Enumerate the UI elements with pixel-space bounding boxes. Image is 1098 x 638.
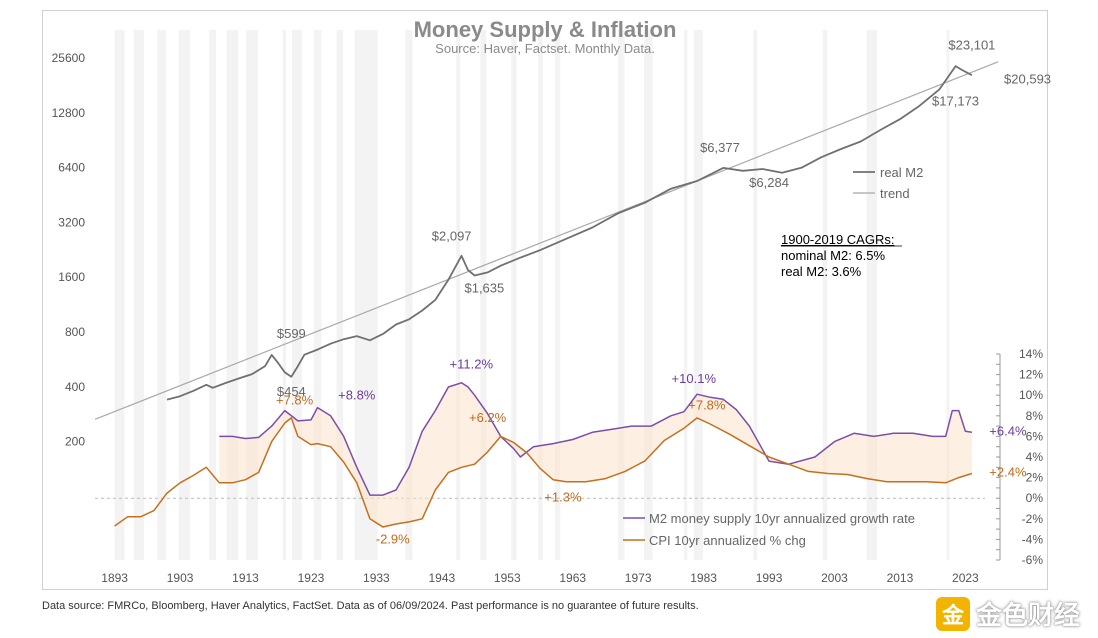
- legend-label-trend: trend: [880, 186, 910, 201]
- x-axis-tick: 1933: [363, 571, 390, 585]
- recession-band: [282, 30, 287, 560]
- right-axis-tick: 4%: [1026, 450, 1044, 464]
- recession-band: [208, 30, 217, 560]
- x-axis-tick: 1943: [428, 571, 455, 585]
- x-axis-tick: 1963: [559, 571, 586, 585]
- data-label: +10.1%: [672, 371, 717, 386]
- right-axis-tick: -4%: [1022, 532, 1044, 546]
- right-axis-tick: 12%: [1019, 368, 1043, 382]
- x-axis-tick: 2023: [952, 571, 979, 585]
- recession-band: [226, 30, 239, 560]
- data-label: +11.2%: [450, 356, 494, 371]
- recession-band: [538, 30, 543, 560]
- trend-line: [94, 61, 999, 420]
- legend-label-real-m2: real M2: [880, 165, 923, 180]
- recession-band: [291, 30, 302, 560]
- cpi-line: [114, 417, 973, 528]
- x-axis-tick: 1923: [298, 571, 325, 585]
- recession-band: [866, 30, 878, 560]
- recession-band: [336, 30, 344, 560]
- data-label: +6.4%: [989, 423, 1027, 438]
- recession-band: [480, 30, 487, 560]
- data-label: +8.8%: [338, 387, 376, 402]
- legend-label-m2-growth: M2 money supply 10yr annualized growth r…: [649, 511, 915, 526]
- recession-band: [555, 30, 561, 560]
- data-label: $20,593: [1004, 71, 1051, 86]
- x-axis-tick: 1893: [101, 571, 128, 585]
- left-axis-tick: 3200: [58, 215, 85, 229]
- watermark-logo: 金: [935, 596, 970, 631]
- data-label: $1,635: [464, 280, 504, 295]
- data-label: +7.8%: [688, 398, 726, 413]
- right-axis-tick: 14%: [1019, 347, 1043, 361]
- recession-band: [157, 30, 167, 560]
- x-axis-tick: 2013: [887, 571, 914, 585]
- recession-band: [693, 30, 703, 560]
- data-label: $599: [277, 326, 306, 341]
- left-axis-tick: 400: [65, 380, 85, 394]
- x-axis-tick: 1903: [167, 571, 194, 585]
- recession-band: [511, 30, 517, 560]
- x-axis-tick: 1953: [494, 571, 521, 585]
- left-axis-tick: 200: [65, 435, 85, 449]
- x-axis-tick: 2003: [821, 571, 848, 585]
- cagr-nominal: nominal M2: 6.5%: [781, 248, 885, 263]
- right-axis-tick: 2%: [1026, 471, 1044, 485]
- data-label: +1.3%: [544, 489, 582, 504]
- recession-band: [617, 30, 625, 560]
- data-label: $17,173: [932, 94, 979, 109]
- recession-band: [313, 30, 322, 560]
- recession-band: [354, 30, 378, 560]
- watermark-text: 金色财经: [975, 600, 1080, 630]
- recession-band: [133, 30, 145, 560]
- left-axis-tick: 6400: [58, 161, 85, 175]
- data-label: $6,377: [700, 140, 740, 155]
- left-axis-tick: 800: [65, 325, 85, 339]
- recession-band: [946, 30, 950, 560]
- recession-band: [644, 30, 653, 560]
- recession-band: [456, 30, 461, 560]
- x-axis-tick: 1993: [756, 571, 783, 585]
- right-axis-tick: 6%: [1026, 429, 1044, 443]
- recession-band: [822, 30, 828, 560]
- recession-band: [683, 30, 688, 560]
- data-label: +7.8%: [276, 392, 314, 407]
- x-axis-tick: 1973: [625, 571, 652, 585]
- x-axis-tick: 1983: [690, 571, 717, 585]
- data-label: $2,097: [432, 228, 472, 243]
- growth-gap-area: [219, 382, 972, 527]
- watermark: 金 金色财经: [935, 595, 1080, 632]
- right-axis-tick: 8%: [1026, 409, 1044, 423]
- cagr-heading: 1900-2019 CAGRs:: [781, 232, 894, 247]
- right-axis-tick: 0%: [1026, 491, 1044, 505]
- cagr-real: real M2: 3.6%: [781, 264, 862, 279]
- chart-title: Money Supply & Inflation: [414, 17, 677, 42]
- recession-band: [753, 30, 758, 560]
- legend-label-cpi: CPI 10yr annualized % chg: [649, 533, 806, 548]
- right-axis-tick: -2%: [1022, 512, 1044, 526]
- data-label: -2.9%: [376, 532, 410, 547]
- right-axis-tick: 10%: [1019, 388, 1043, 402]
- data-label: +2.4%: [989, 465, 1027, 480]
- data-label: $454: [277, 384, 306, 399]
- data-label: $6,284: [749, 175, 789, 190]
- data-label: $23,101: [948, 38, 995, 53]
- recession-bands: [114, 30, 950, 560]
- left-axis-tick: 25600: [52, 51, 86, 65]
- recession-band: [178, 30, 190, 560]
- recession-band: [114, 30, 125, 560]
- left-axis-tick: 12800: [52, 106, 86, 120]
- chart-subtitle: Source: Haver, Factset. Monthly Data.: [435, 41, 655, 56]
- left-axis-tick: 1600: [58, 270, 85, 284]
- data-label: +6.2%: [469, 410, 507, 425]
- real-m2-line: [166, 65, 973, 401]
- m2-growth-line: [219, 382, 973, 496]
- footer-disclaimer: Data source: FMRCo, Bloomberg, Haver Ana…: [42, 600, 699, 612]
- right-axis-tick: -6%: [1022, 553, 1044, 567]
- recession-band: [246, 30, 258, 560]
- x-axis-tick: 1913: [232, 571, 259, 585]
